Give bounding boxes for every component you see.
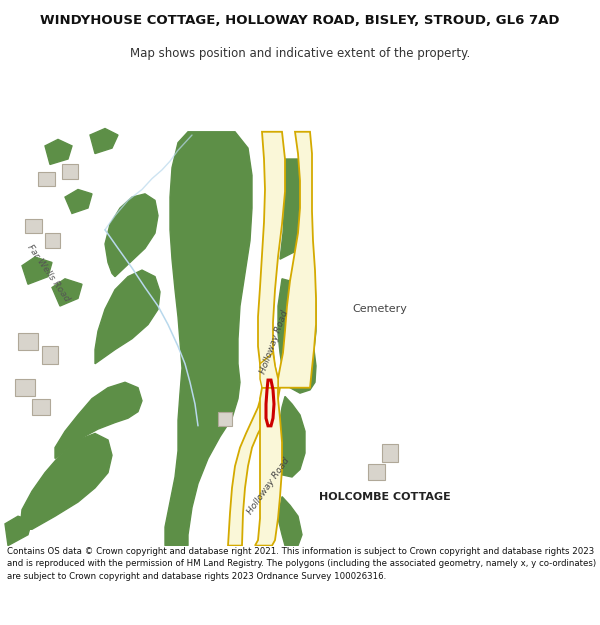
Polygon shape xyxy=(368,464,385,480)
Text: Holloway Road: Holloway Road xyxy=(259,309,290,375)
Polygon shape xyxy=(278,132,316,388)
Text: Far Wells Road: Far Wells Road xyxy=(25,243,71,304)
Polygon shape xyxy=(255,388,282,546)
Polygon shape xyxy=(20,434,112,529)
Polygon shape xyxy=(25,219,42,233)
Polygon shape xyxy=(45,233,60,248)
Polygon shape xyxy=(278,497,302,546)
Text: Cemetery: Cemetery xyxy=(352,304,407,314)
Polygon shape xyxy=(15,379,35,396)
Polygon shape xyxy=(38,172,55,186)
Text: Holloway Road: Holloway Road xyxy=(245,456,291,516)
Polygon shape xyxy=(32,399,50,415)
Polygon shape xyxy=(95,270,160,364)
Polygon shape xyxy=(65,189,92,214)
Polygon shape xyxy=(55,382,142,459)
Polygon shape xyxy=(165,132,252,546)
Polygon shape xyxy=(90,129,118,154)
Polygon shape xyxy=(260,353,278,388)
Text: Contains OS data © Crown copyright and database right 2021. This information is : Contains OS data © Crown copyright and d… xyxy=(7,547,596,581)
Text: Map shows position and indicative extent of the property.: Map shows position and indicative extent… xyxy=(130,48,470,61)
Polygon shape xyxy=(105,194,158,277)
Polygon shape xyxy=(5,516,32,546)
Text: HOLCOMBE COTTAGE: HOLCOMBE COTTAGE xyxy=(319,492,451,502)
Polygon shape xyxy=(45,139,72,164)
Polygon shape xyxy=(52,279,82,306)
Polygon shape xyxy=(18,333,38,349)
Polygon shape xyxy=(42,346,58,364)
Polygon shape xyxy=(382,444,398,462)
Polygon shape xyxy=(218,412,232,426)
Polygon shape xyxy=(62,164,78,179)
Polygon shape xyxy=(278,396,305,477)
Text: WINDYHOUSE COTTAGE, HOLLOWAY ROAD, BISLEY, STROUD, GL6 7AD: WINDYHOUSE COTTAGE, HOLLOWAY ROAD, BISLE… xyxy=(40,14,560,27)
Polygon shape xyxy=(22,257,52,284)
Polygon shape xyxy=(228,132,285,546)
Polygon shape xyxy=(280,159,300,259)
Polygon shape xyxy=(278,244,316,393)
